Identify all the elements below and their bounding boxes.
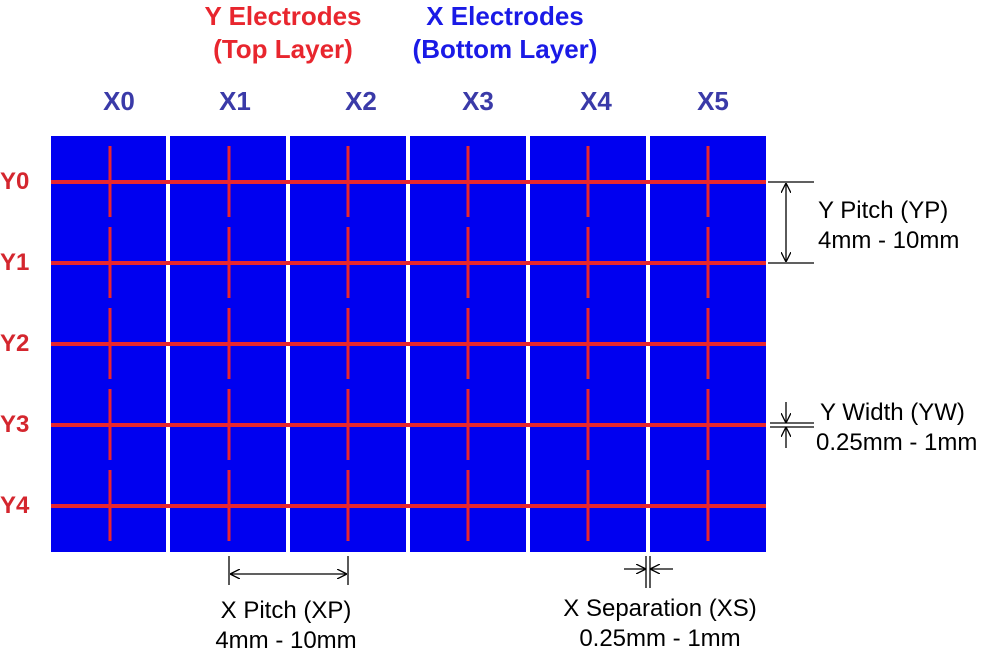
y-electrode-label-1: Y1 [0,249,30,276]
y-width-dimension [770,402,814,448]
x-electrode-label-2: X2 [345,86,377,116]
x-electrode-label-3: X3 [462,86,494,116]
y-width-label: Y Width (YW) [820,399,965,426]
gap-marks [166,138,650,465]
y-electrodes-title-line2: (Top Layer) [213,34,353,64]
x-pitch-range: 4mm - 10mm [215,627,357,654]
y-electrode-label-0: Y0 [0,168,30,195]
y-width-range: 0.25mm - 1mm [816,429,978,456]
y-width-annotation: Y Width (YW) 0.25mm - 1mm [816,398,977,458]
x-pitch-annotation: X Pitch (XP) 4mm - 10mm [186,596,386,656]
y-electrodes-title: Y Electrodes (Top Layer) [178,0,388,66]
x-separation-dimension [624,556,673,588]
x-electrode-label-5: X5 [697,86,729,116]
y-electrode-label-4: Y4 [0,492,30,519]
x-electrodes-title-line1: X Electrodes [426,1,584,31]
x-separation-label: X Separation (XS) [563,595,757,622]
x-electrode-label-0: X0 [103,86,135,116]
y-pitch-label: Y Pitch (YP) [818,197,949,224]
x-pitch-label: X Pitch (XP) [220,597,352,624]
y-pitch-range: 4mm - 10mm [818,227,960,254]
y-electrodes-title-line1: Y Electrodes [204,1,362,31]
y-pitch-dimension [768,181,814,264]
y-electrode-label-2: Y2 [0,330,30,357]
y-electrode-label-3: Y3 [0,411,30,438]
x-electrode-label-4: X4 [580,86,612,116]
x-separation-annotation: X Separation (XS) 0.25mm - 1mm [540,594,780,654]
x-electrode-label-1: X1 [219,86,251,116]
x-separation-range: 0.25mm - 1mm [579,625,741,652]
x-electrodes-title: X Electrodes (Bottom Layer) [390,0,620,66]
y-pitch-annotation: Y Pitch (YP) 4mm - 10mm [818,196,959,256]
x-pitch-dimension [228,556,349,585]
x-electrodes-title-line2: (Bottom Layer) [412,34,598,64]
y-electrode-rows [51,180,766,508]
